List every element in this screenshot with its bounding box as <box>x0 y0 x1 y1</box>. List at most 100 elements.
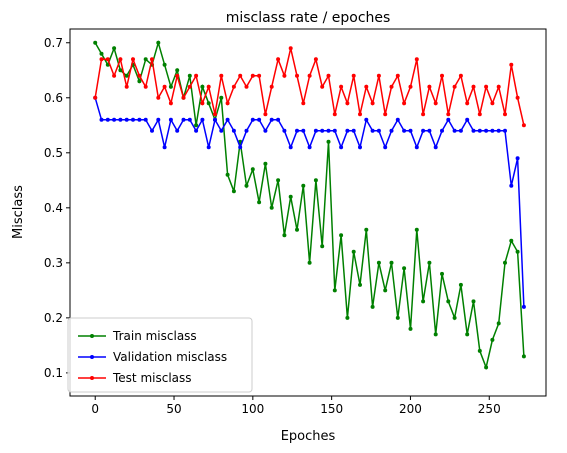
data-point <box>345 101 350 106</box>
data-point <box>143 117 148 122</box>
data-point <box>370 101 375 106</box>
data-point <box>490 337 495 342</box>
data-point <box>421 299 426 304</box>
data-point <box>181 117 186 122</box>
x-tick-label: 0 <box>91 402 99 416</box>
data-point <box>351 128 356 133</box>
data-point <box>276 117 281 122</box>
data-point <box>509 183 514 188</box>
data-point <box>351 249 356 254</box>
series-1 <box>93 95 526 309</box>
data-point <box>395 315 400 320</box>
data-point <box>231 128 236 133</box>
x-axis-label: Epoches <box>281 429 336 444</box>
data-point <box>307 260 312 265</box>
data-point <box>521 123 526 128</box>
data-point <box>408 326 413 331</box>
data-point <box>402 101 407 106</box>
data-point <box>364 117 369 122</box>
data-point <box>320 84 325 89</box>
data-point <box>112 46 117 51</box>
data-point <box>99 51 104 56</box>
series-2 <box>93 46 526 128</box>
y-tick-label: 0.6 <box>44 91 63 105</box>
data-point <box>389 84 394 89</box>
data-point <box>250 73 255 78</box>
data-point <box>131 57 135 62</box>
data-point <box>200 84 205 89</box>
data-point <box>263 112 268 117</box>
data-point <box>295 73 299 78</box>
data-point <box>471 128 476 133</box>
data-point <box>358 282 362 287</box>
data-point <box>320 244 325 249</box>
data-point <box>244 128 249 133</box>
data-point <box>213 117 217 122</box>
data-point <box>295 128 299 133</box>
data-point <box>175 68 180 73</box>
y-tick-label: 0.1 <box>44 366 63 380</box>
data-point <box>263 161 268 166</box>
data-point <box>124 117 129 122</box>
data-point <box>118 57 123 62</box>
plot-frame <box>69 28 547 397</box>
y-tick-label: 0.7 <box>44 36 63 50</box>
data-point <box>162 62 167 67</box>
x-tick-label: 150 <box>320 402 343 416</box>
data-point <box>238 145 243 150</box>
data-point <box>231 189 236 194</box>
data-point <box>257 117 262 122</box>
x-tick-label: 250 <box>478 402 501 416</box>
data-point <box>219 73 224 78</box>
data-point <box>446 299 451 304</box>
data-point <box>194 123 199 128</box>
data-point <box>301 183 306 188</box>
data-point <box>200 117 205 122</box>
data-point <box>496 321 501 326</box>
data-point <box>282 128 287 133</box>
data-point <box>156 117 161 122</box>
y-tick-label: 0.2 <box>44 311 63 325</box>
data-point <box>131 117 135 122</box>
legend: Train misclass Validation misclass Test mi… <box>67 317 253 393</box>
data-point <box>427 84 432 89</box>
legend-box <box>67 317 253 393</box>
data-point <box>427 260 432 265</box>
data-point <box>124 84 129 89</box>
data-point <box>408 84 413 89</box>
data-point <box>370 128 375 133</box>
data-point <box>376 128 381 133</box>
y-axis-ticks: 0.1 0.2 0.3 0.4 0.5 0.6 0.7 <box>44 36 70 380</box>
data-point <box>465 101 470 106</box>
data-point <box>383 145 388 150</box>
data-point <box>282 233 287 238</box>
data-point <box>213 112 217 117</box>
data-point <box>263 128 268 133</box>
data-point <box>187 84 192 89</box>
data-point <box>376 73 381 78</box>
data-point <box>402 266 407 271</box>
data-point <box>326 128 331 133</box>
data-point <box>168 84 173 89</box>
data-point <box>288 46 293 51</box>
data-point <box>383 288 388 293</box>
data-point <box>99 57 104 62</box>
data-point <box>326 139 331 144</box>
data-point <box>238 73 243 78</box>
data-point <box>118 68 123 73</box>
data-point <box>452 128 457 133</box>
data-point <box>496 128 501 133</box>
data-point <box>93 95 98 100</box>
data-point <box>433 332 438 337</box>
data-point <box>452 84 457 89</box>
data-point <box>250 167 255 172</box>
data-point <box>395 117 400 122</box>
data-point <box>150 128 154 133</box>
data-point <box>206 84 211 89</box>
data-point <box>118 117 123 122</box>
data-point <box>503 128 507 133</box>
data-point <box>471 84 476 89</box>
data-point <box>231 84 236 89</box>
data-point <box>339 145 344 150</box>
